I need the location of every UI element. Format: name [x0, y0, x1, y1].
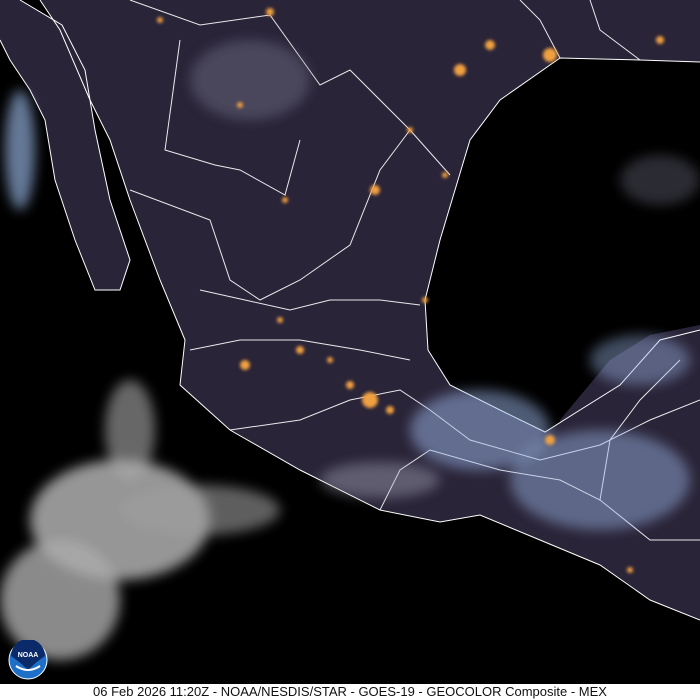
svg-text:NOAA: NOAA — [18, 652, 39, 659]
clouds — [0, 40, 700, 660]
land-baja-california — [0, 0, 130, 290]
noaa-logo-icon: NOAA — [8, 640, 48, 680]
geocolor-map — [0, 0, 700, 660]
image-caption: 06 Feb 2026 11:20Z - NOAA/NESDIS/STAR - … — [0, 684, 700, 700]
coastlines — [0, 0, 700, 621]
city-lights — [157, 8, 664, 573]
